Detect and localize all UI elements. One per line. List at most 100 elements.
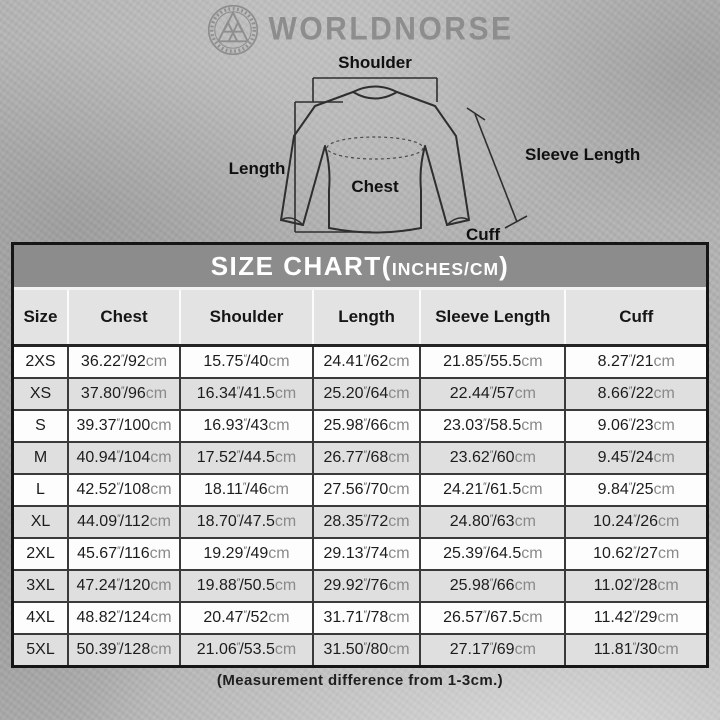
measurement-cell: 29.13″/74cm	[311, 537, 421, 570]
size-row: 3XL 47.24″/120cm 19.88″/50.5cm 29.92″/76cm 2…	[14, 569, 706, 602]
measurement-cell: 25.39″/64.5cm	[419, 537, 566, 570]
shoulder-label: Shoulder	[338, 53, 412, 72]
size-cell: XL	[14, 505, 68, 538]
size-cell: M	[14, 441, 68, 474]
measurement-cell: 18.11″/46cm	[179, 473, 313, 506]
measurement-cell: 24.21″/61.5cm	[419, 473, 566, 506]
measurement-cell: 10.24″/26cm	[564, 505, 706, 538]
chest-label: Chest	[351, 177, 399, 196]
measurement-cell: 8.66″/22cm	[564, 377, 706, 410]
sleeve-length-label: Sleeve Length	[525, 145, 640, 164]
measurement-cell: 19.29″/49cm	[179, 537, 313, 570]
measurement-cell: 28.35″/72cm	[311, 505, 421, 538]
measurement-cell: 23.03″/58.5cm	[419, 409, 566, 442]
measurement-cell: 26.57″/67.5cm	[419, 601, 566, 634]
measurement-cell: 9.84″/25cm	[564, 473, 706, 506]
measurement-cell: 22.44″/57cm	[419, 377, 566, 410]
measurement-cell: 25.98″/66cm	[419, 569, 566, 602]
size-row: XL 44.09″/112cm 18.70″/47.5cm 28.35″/72cm 24…	[14, 505, 706, 538]
size-row: 4XL 48.82″/124cm 20.47″/52cm 31.71″/78cm 26.…	[14, 601, 706, 634]
column-header-row: Size Chest Shoulder Length Sleeve Length Cuff	[14, 290, 706, 347]
measurement-cell: 11.81″/30cm	[564, 633, 706, 665]
measurement-cell: 36.22″/92cm	[66, 344, 181, 378]
column-header: Shoulder	[179, 290, 313, 347]
size-cell: 5XL	[14, 633, 68, 665]
cuff-label: Cuff	[466, 225, 500, 244]
measurement-cell: 15.75″/40cm	[179, 344, 313, 378]
size-cell: 2XL	[14, 537, 68, 570]
measurement-cell: 8.27″/21cm	[564, 344, 706, 378]
measurement-cell: 20.47″/52cm	[179, 601, 313, 634]
measurement-cell: 40.94″/104cm	[66, 441, 181, 474]
measurement-cell: 11.02″/28cm	[564, 569, 706, 602]
size-table: Size Chest Shoulder Length Sleeve Length Cuff…	[14, 290, 706, 665]
measurement-cell: 27.56″/70cm	[311, 473, 421, 506]
measurement-cell: 39.37″/100cm	[66, 409, 181, 442]
measurement-cell: 44.09″/112cm	[66, 505, 181, 538]
measurement-footnote: (Measurement difference from 1-3cm.)	[216, 672, 504, 689]
measurement-cell: 37.80″/96cm	[66, 377, 181, 410]
length-dimension-line	[294, 101, 371, 233]
size-chart-title: SIZE CHART(INCHES/CM)	[14, 245, 706, 290]
measurement-diagram: Shoulder Length Chest Sleeve Length Cuff	[0, 50, 720, 244]
measurement-cell: 9.06″/23cm	[564, 409, 706, 442]
brand-name: WORLDNORSE	[268, 11, 514, 48]
size-row: L 42.52″/108cm 18.11″/46cm 27.56″/70cm 24.21…	[14, 473, 706, 506]
size-chart: SIZE CHART(INCHES/CM) Size Chest Shoulder L…	[11, 242, 709, 668]
measurement-cell: 21.06″/53.5cm	[179, 633, 313, 665]
size-row: 2XL 45.67″/116cm 19.29″/49cm 29.13″/74cm 25.…	[14, 537, 706, 570]
measurement-cell: 19.88″/50.5cm	[179, 569, 313, 602]
title-main: SIZE CHART(	[210, 251, 392, 281]
measurement-cell: 47.24″/120cm	[66, 569, 181, 602]
column-header: Length	[311, 290, 421, 347]
measurement-cell: 11.42″/29cm	[564, 601, 706, 634]
shirt-outline	[280, 85, 470, 234]
measurement-cell: 29.92″/76cm	[311, 569, 421, 602]
shoulder-dimension-line	[312, 77, 438, 102]
measurement-cell: 24.41″/62cm	[311, 344, 421, 378]
column-header: Size	[14, 290, 68, 347]
size-row: 2XS 36.22″/92cm 15.75″/40cm 24.41″/62cm 21.8…	[14, 344, 706, 378]
sleeve-length-dimension-line	[466, 107, 528, 229]
measurement-cell: 9.45″/24cm	[564, 441, 706, 474]
size-row: M 40.94″/104cm 17.52″/44.5cm 26.77″/68cm 23.…	[14, 441, 706, 474]
shirt-illustration: Shoulder Length Chest Sleeve Length Cuff	[229, 53, 641, 244]
measurement-cell: 10.62″/27cm	[564, 537, 706, 570]
measurement-cell: 16.93″/43cm	[179, 409, 313, 442]
column-header: Cuff	[564, 290, 706, 347]
measurement-cell: 48.82″/124cm	[66, 601, 181, 634]
title-close: )	[499, 251, 510, 281]
size-cell: 4XL	[14, 601, 68, 634]
measurement-cell: 24.80″/63cm	[419, 505, 566, 538]
column-header: Chest	[66, 290, 181, 347]
title-units: INCHES/CM	[391, 259, 500, 279]
chest-dimension-ellipse	[326, 136, 424, 160]
size-row: S 39.37″/100cm 16.93″/43cm 25.98″/66cm 23.03…	[14, 409, 706, 442]
size-cell: L	[14, 473, 68, 506]
column-header: Sleeve Length	[419, 290, 566, 347]
measurement-cell: 31.71″/78cm	[311, 601, 421, 634]
measurement-cell: 50.39″/128cm	[66, 633, 181, 665]
measurement-cell: 45.67″/116cm	[66, 537, 181, 570]
size-row: XS 37.80″/96cm 16.34″/41.5cm 25.20″/64cm 22.…	[14, 377, 706, 410]
measurement-cell: 17.52″/44.5cm	[179, 441, 313, 474]
size-row: 5XL 50.39″/128cm 21.06″/53.5cm 31.50″/80cm 2…	[14, 633, 706, 665]
measurement-cell: 25.98″/66cm	[311, 409, 421, 442]
brand-header: WORLDNORSE	[0, 0, 720, 56]
length-label: Length	[229, 159, 286, 178]
valknut-circle-icon	[207, 4, 258, 56]
measurement-cell: 16.34″/41.5cm	[179, 377, 313, 410]
measurement-cell: 25.20″/64cm	[311, 377, 421, 410]
measurement-cell: 42.52″/108cm	[66, 473, 181, 506]
size-cell: XS	[14, 377, 68, 410]
size-cell: S	[14, 409, 68, 442]
measurement-cell: 27.17″/69cm	[419, 633, 566, 665]
measurement-cell: 31.50″/80cm	[311, 633, 421, 665]
size-cell: 2XS	[14, 344, 68, 378]
measurement-cell: 21.85″/55.5cm	[419, 344, 566, 378]
measurement-cell: 18.70″/47.5cm	[179, 505, 313, 538]
measurement-cell: 23.62″/60cm	[419, 441, 566, 474]
measurement-cell: 26.77″/68cm	[311, 441, 421, 474]
size-cell: 3XL	[14, 569, 68, 602]
